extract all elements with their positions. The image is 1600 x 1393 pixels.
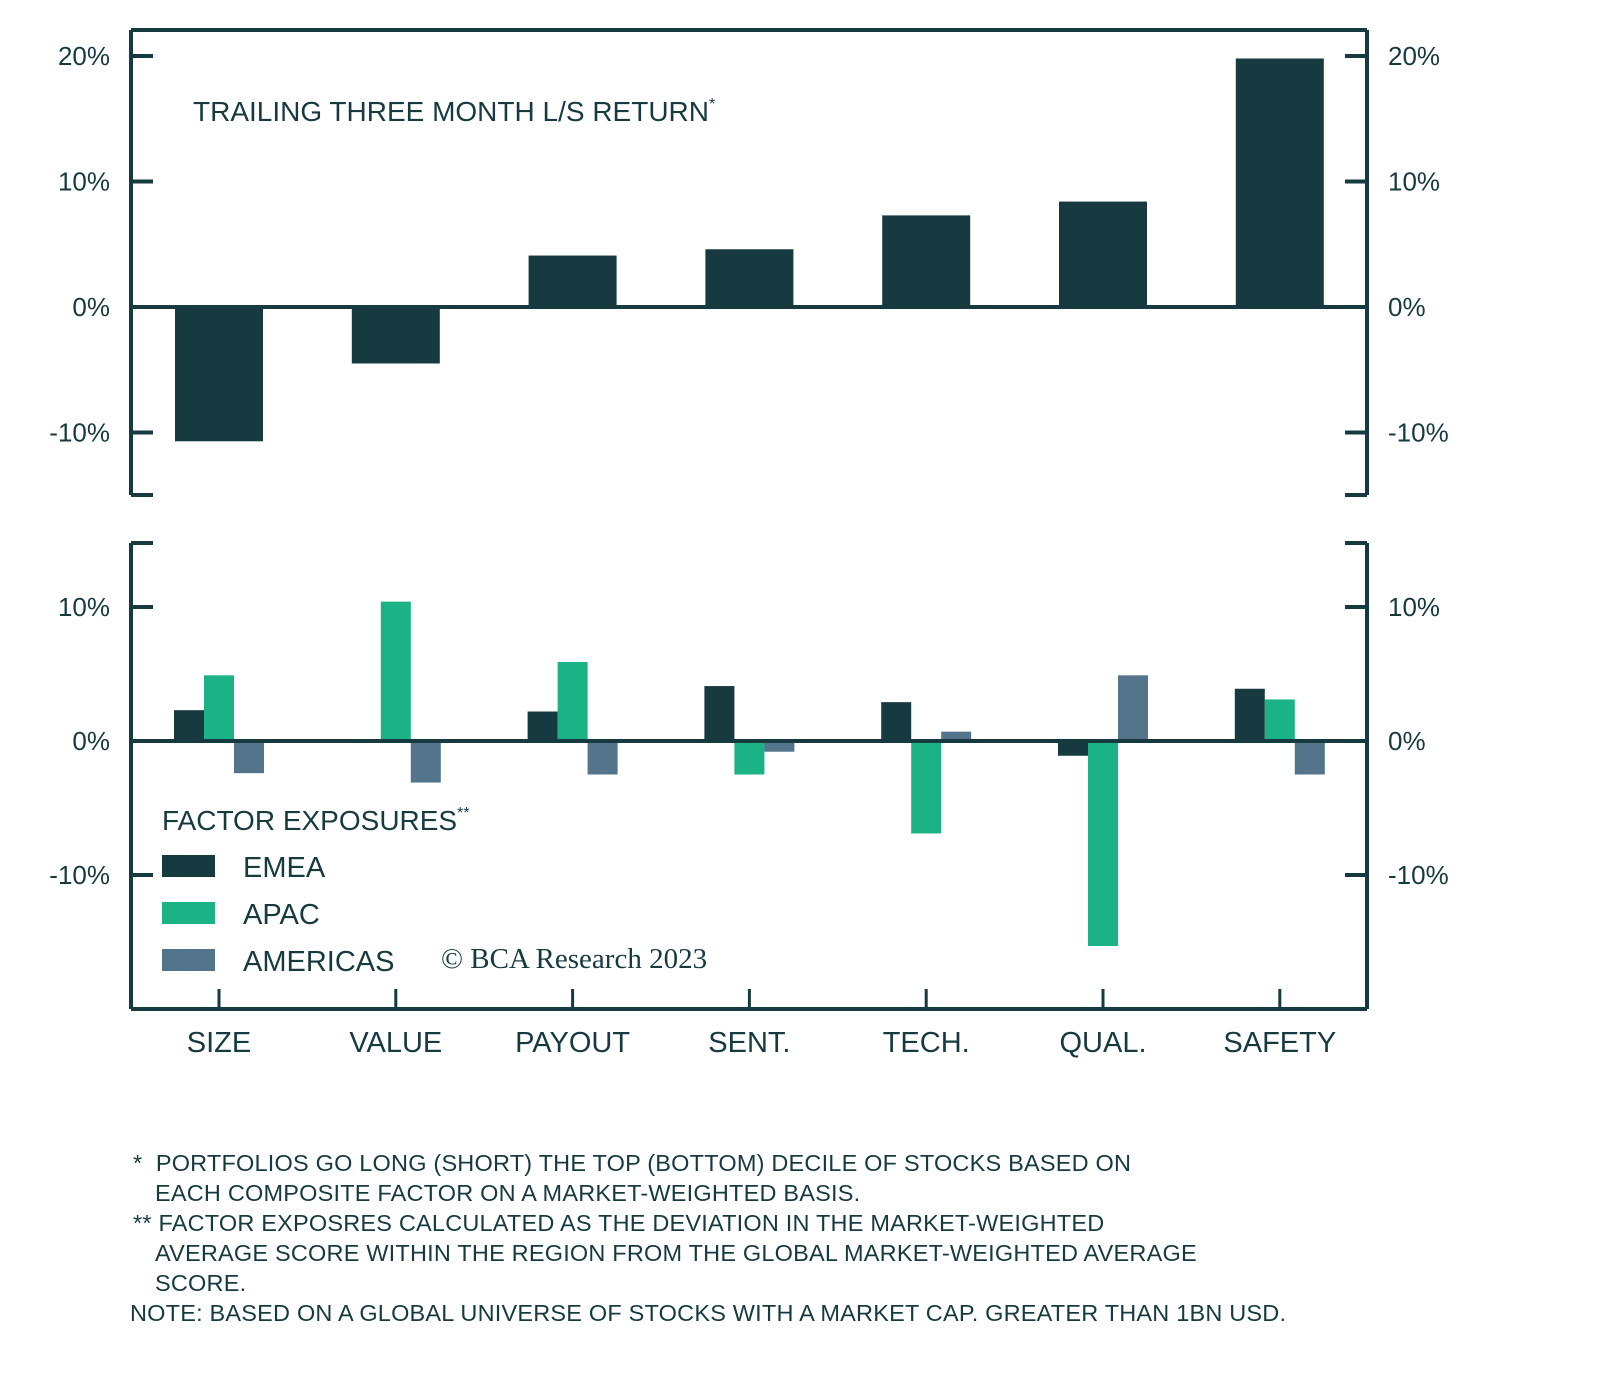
footnote-1b: EACH COMPOSITE FACTOR ON A MARKET-WEIGHT… xyxy=(155,1180,861,1206)
bar-emea-qual xyxy=(1058,741,1088,756)
bar-apac-tech xyxy=(911,741,942,834)
bar-apac-payout xyxy=(557,661,588,741)
footnote-marker: * xyxy=(133,1150,143,1176)
bar-apac-size xyxy=(204,675,234,741)
title-footnote-marker: * xyxy=(709,96,715,113)
legend-label-emea: EMEA xyxy=(243,852,326,884)
y-tick-label-right: 10% xyxy=(1388,167,1440,197)
bar-sent xyxy=(705,249,794,307)
note-label: NOTE: xyxy=(130,1300,203,1326)
factor-chart: 20% 20% 10% 10% 0% 0% -10% -10% TRAILING THREE M… xyxy=(49,28,1449,1059)
y-tick-label-left: 10% xyxy=(58,167,110,197)
legend-label-americas: AMERICAS xyxy=(243,946,394,978)
x-tick-label: QUAL. xyxy=(1059,1027,1146,1059)
y-tick-label-left: 0% xyxy=(72,292,110,322)
bar-payout xyxy=(528,255,617,307)
bar-americas-sent xyxy=(764,741,795,752)
y-tick-label-left: 0% xyxy=(72,726,110,756)
y-tick-label-right: 10% xyxy=(1388,592,1440,622)
copyright-text: © BCA Research 2023 xyxy=(441,943,707,975)
legend-swatch-apac xyxy=(162,902,215,924)
x-tick-label: SENT. xyxy=(708,1027,790,1059)
bar-americas-qual xyxy=(1118,675,1148,741)
bar-americas-payout xyxy=(587,741,618,775)
bar-americas-safety xyxy=(1294,741,1325,775)
title-footnote-marker: ** xyxy=(457,805,469,822)
footnote-2a: ** FACTOR EXPOSRES CALCULATED AS THE DEV… xyxy=(133,1208,1533,1238)
legend-swatch-emea xyxy=(162,855,215,877)
bar-size xyxy=(175,307,263,442)
y-tick-label-left: -10% xyxy=(49,418,110,448)
bar-americas-tech xyxy=(941,731,972,741)
bottom-panel: 10% 10% 0% 0% -10% -10% FACTOR EXPOSURES** EMEA… xyxy=(49,541,1449,1011)
x-tick-label: SIZE xyxy=(187,1027,251,1059)
y-tick-label-right: -10% xyxy=(1388,860,1449,890)
legend-title: FACTOR EXPOSURES** xyxy=(162,805,470,836)
legend-swatch-americas xyxy=(162,949,215,971)
bar-apac-sent xyxy=(734,741,765,775)
x-tick-label: SAFETY xyxy=(1223,1027,1336,1059)
footnote-2c: SCORE. xyxy=(155,1270,247,1296)
y-tick-label-right: 0% xyxy=(1388,292,1426,322)
y-tick-label-right: 0% xyxy=(1388,726,1426,756)
footnote-text: PORTFOLIOS GO LONG (SHORT) THE TOP (BOTT… xyxy=(155,1150,1132,1176)
bar-emea-tech xyxy=(881,702,912,741)
bar-emea-size xyxy=(174,710,204,741)
y-tick-label-left: 10% xyxy=(58,592,110,622)
bar-qual xyxy=(1059,201,1147,307)
footnotes: * PORTFOLIOS GO LONG (SHORT) THE TOP (BO… xyxy=(130,1148,1533,1328)
bar-americas-size xyxy=(234,741,264,774)
legend-label-apac: APAC xyxy=(243,899,320,931)
note-text: BASED ON A GLOBAL UNIVERSE OF STOCKS WIT… xyxy=(209,1300,1287,1326)
x-axis: SIZE VALUE PAYOUT SENT. TECH. QUAL. SAFETY xyxy=(187,989,1336,1059)
x-tick-label: TECH. xyxy=(883,1027,970,1059)
top-panel: 20% 20% 10% 10% 0% 0% -10% -10% TRAILING THREE M… xyxy=(49,28,1449,497)
bar-apac-qual xyxy=(1088,741,1118,947)
top-panel-title: TRAILING THREE MONTH L/S RETURN* xyxy=(193,96,715,127)
y-tick-label-right: -10% xyxy=(1388,418,1449,448)
footnote-marker: ** xyxy=(133,1210,152,1236)
y-tick-label-left: -10% xyxy=(49,860,110,890)
bar-safety xyxy=(1235,58,1324,308)
bar-emea-safety xyxy=(1234,688,1265,741)
footnote-text: FACTOR EXPOSRES CALCULATED AS THE DEVIAT… xyxy=(158,1210,1105,1236)
legend: FACTOR EXPOSURES** EMEA APAC AMERICAS xyxy=(162,805,470,978)
y-tick-label-left: 20% xyxy=(58,41,110,71)
footnote-1a: * PORTFOLIOS GO LONG (SHORT) THE TOP (BO… xyxy=(133,1148,1533,1178)
x-tick-label: VALUE xyxy=(349,1027,442,1059)
y-tick-label-right: 20% xyxy=(1388,41,1440,71)
bar-apac-value xyxy=(380,601,411,741)
x-tick-label: PAYOUT xyxy=(515,1027,630,1059)
footnote-note: NOTE: BASED ON A GLOBAL UNIVERSE OF STOC… xyxy=(130,1298,1533,1328)
bar-emea-sent xyxy=(704,686,735,741)
bar-tech xyxy=(882,215,971,307)
bar-value xyxy=(351,307,440,364)
bar-emea-payout xyxy=(527,711,558,741)
bar-americas-value xyxy=(410,741,441,783)
bar-apac-safety xyxy=(1264,699,1295,741)
footnote-2b: AVERAGE SCORE WITHIN THE REGION FROM THE… xyxy=(155,1240,1197,1266)
